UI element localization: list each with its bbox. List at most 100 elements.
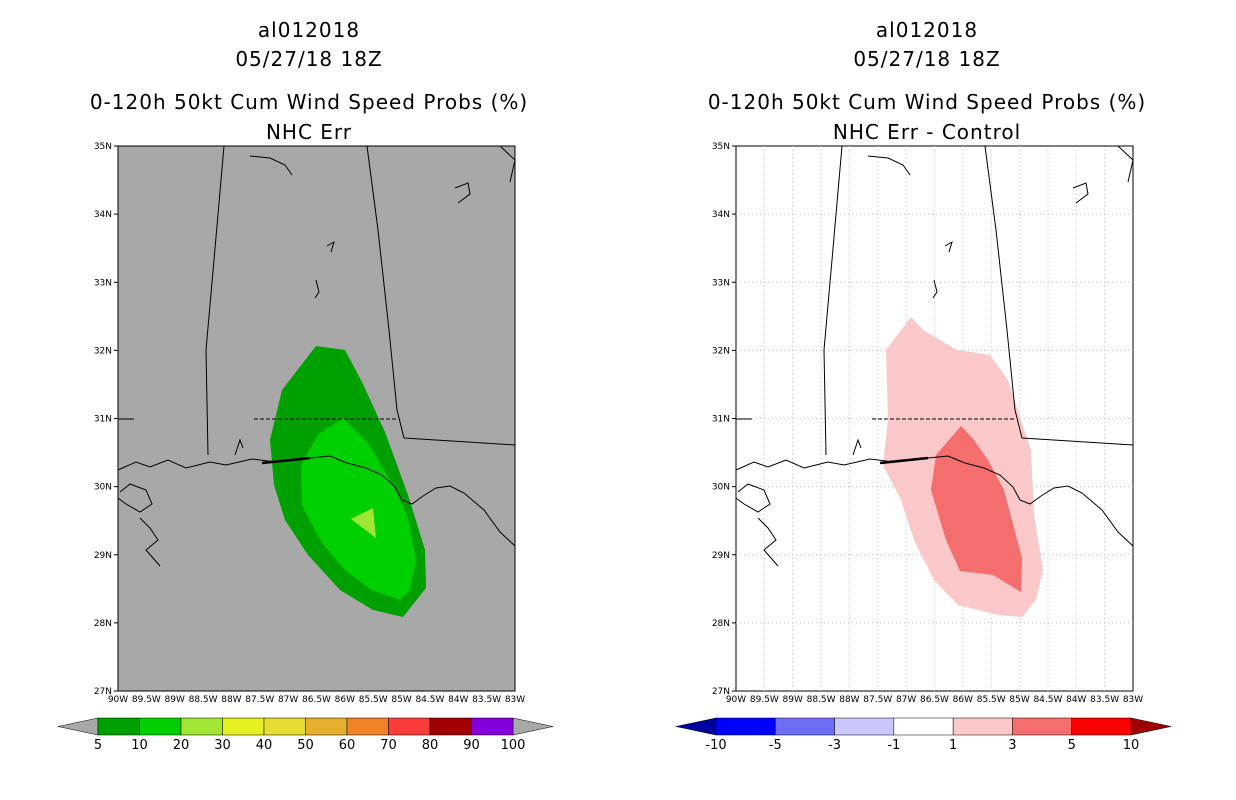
colorbar-swatch <box>429 717 472 736</box>
lon-label: 83W <box>1123 695 1143 705</box>
probability-map: 35N 34N 33N 32N 31N 30N 29N 28N 27N 90W 89.5W 89W 8… <box>57 142 554 753</box>
colorbar-tick-label: 20 <box>173 738 190 753</box>
lon-label: 86W <box>335 695 355 705</box>
colorbar-swatch <box>952 717 1013 736</box>
lat-label: 29N <box>712 551 730 561</box>
lat-label: 28N <box>94 619 112 629</box>
datetime: 05/27/18 18Z <box>235 47 383 71</box>
lon-tick-labels: 90W 89.5W 89W 88.5W 88W 87.5W 87W 86.5W 86W 85.5W… <box>108 695 525 705</box>
left-panel: al012018 05/27/18 18Z 0-120h 50kt Cum Wi… <box>57 18 554 753</box>
lon-label: 86W <box>953 695 973 705</box>
lon-label: 85.5W <box>977 695 1006 705</box>
lon-label: 89W <box>783 695 803 705</box>
colorbar-swatch <box>893 717 954 736</box>
prob-contour-10-20 <box>301 418 416 600</box>
colorbar-tick-label: 90 <box>463 738 480 753</box>
lat-label: 33N <box>94 278 112 288</box>
storm-id: al012018 <box>875 18 979 42</box>
colorbar-right-arrow <box>1130 717 1172 736</box>
colorbar-tick-label: -10 <box>705 738 726 753</box>
colorbar-tick-label: -3 <box>828 738 841 753</box>
lon-label: 84W <box>1066 695 1086 705</box>
colorbar-swatch <box>180 717 223 736</box>
colorbar-swatch <box>1071 717 1132 736</box>
lat-label: 30N <box>712 483 730 493</box>
colorbar-swatch <box>222 717 265 736</box>
prob-contour-20-30 <box>351 508 376 538</box>
lon-label: 88W <box>221 695 241 705</box>
lat-label: 29N <box>94 551 112 561</box>
colorbar-tick-label: 100 <box>501 738 526 753</box>
lon-tick-labels: 90W 89.5W 89W 88.5W 88W 87.5W 87W 86.5W 86W 85.5W… <box>726 695 1143 705</box>
lon-label: 84W <box>448 695 468 705</box>
lon-label: 83.5W <box>1090 695 1119 705</box>
datetime: 05/27/18 18Z <box>853 47 1001 71</box>
colorbar-tick-label: -1 <box>887 738 900 753</box>
lat-label: 27N <box>94 687 112 697</box>
lat-label: 32N <box>94 346 112 356</box>
colorbar-swatch <box>471 717 514 736</box>
lat-tick-labels: 35N 34N 33N 32N 31N 30N 29N 28N 27N <box>712 142 736 697</box>
lat-label: 30N <box>94 483 112 493</box>
colorbar-tick-label: 80 <box>422 738 439 753</box>
colorbar-right-arrow <box>512 717 554 736</box>
colorbar-tick-label: 5 <box>94 738 102 753</box>
colorbar-tick-label: 50 <box>297 738 314 753</box>
lon-label: 87.5W <box>245 695 274 705</box>
lon-label: 87.5W <box>863 695 892 705</box>
lon-label: 85W <box>391 695 411 705</box>
lon-label: 88W <box>839 695 859 705</box>
colorbar-tick-label: 5 <box>1068 738 1076 753</box>
coastline-borders <box>735 145 1134 567</box>
lon-label: 89.5W <box>750 695 779 705</box>
lon-label: 83W <box>505 695 525 705</box>
lat-label: 34N <box>94 210 112 220</box>
lat-label: 33N <box>712 278 730 288</box>
colorbar-tick-label: 60 <box>339 738 356 753</box>
product-title: 0-120h 50kt Cum Wind Speed Probs (%) <box>89 90 529 114</box>
colorbar: -10 -5 -3 -1 1 3 5 10 <box>675 717 1172 753</box>
lon-label: 83.5W <box>472 695 501 705</box>
colorbar-tick-label: 3 <box>1008 738 1016 753</box>
lon-label: 89.5W <box>132 695 161 705</box>
lat-label: 28N <box>712 619 730 629</box>
lon-label: 89W <box>165 695 185 705</box>
colorbar-swatch <box>305 717 348 736</box>
colorbar-left-arrow <box>675 717 717 736</box>
coastline-borders <box>117 145 516 567</box>
storm-id: al012018 <box>257 18 361 42</box>
lon-label: 90W <box>726 695 746 705</box>
panel-subtitle: NHC Err <box>265 120 353 144</box>
lon-label: 90W <box>108 695 128 705</box>
colorbar-swatch <box>388 717 431 736</box>
colorbar-swatch <box>263 717 306 736</box>
lon-label: 85.5W <box>359 695 388 705</box>
lon-label: 88.5W <box>807 695 836 705</box>
lat-label: 31N <box>94 415 112 425</box>
colorbar-tick-label: -5 <box>769 738 782 753</box>
lat-label: 27N <box>712 687 730 697</box>
product-title: 0-120h 50kt Cum Wind Speed Probs (%) <box>707 90 1147 114</box>
difference-map: 35N 34N 33N 32N 31N 30N 29N 28N 27N 90W 89.5W 89W 8… <box>675 142 1172 753</box>
lat-label: 32N <box>712 346 730 356</box>
colorbar-tick-label: 10 <box>1123 738 1140 753</box>
colorbar-swatch <box>97 717 140 736</box>
colorbar-swatch <box>1012 717 1072 736</box>
lon-label: 88.5W <box>189 695 218 705</box>
lon-label: 87W <box>278 695 298 705</box>
colorbar-tick-label: 70 <box>380 738 397 753</box>
lon-label: 85W <box>1009 695 1029 705</box>
colorbar-swatch <box>834 717 895 736</box>
lat-label: 34N <box>712 210 730 220</box>
lat-label: 35N <box>712 142 730 152</box>
lon-label: 86.5W <box>302 695 331 705</box>
lon-label: 87W <box>896 695 916 705</box>
diff-contour-3-5 <box>931 426 1022 592</box>
colorbar-tick-label: 40 <box>256 738 273 753</box>
lon-label: 84.5W <box>415 695 444 705</box>
panel-subtitle: NHC Err - Control <box>832 120 1022 144</box>
colorbar-tick-label: 10 <box>131 738 148 753</box>
colorbar-swatch <box>775 717 835 736</box>
colorbar: 5 10 20 30 40 50 60 70 80 90 100 <box>57 717 554 753</box>
lat-label: 35N <box>94 142 112 152</box>
